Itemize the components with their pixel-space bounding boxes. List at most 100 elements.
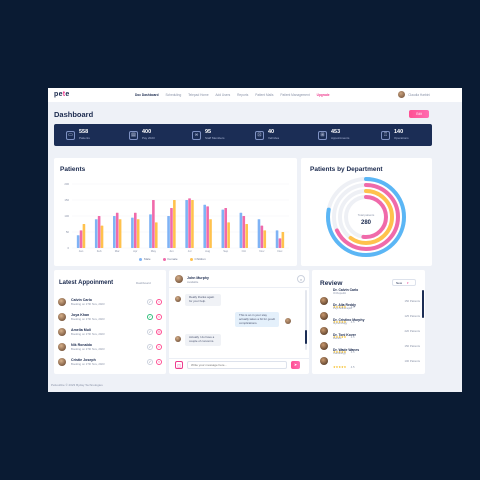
bar-children-jan[interactable]	[82, 224, 86, 248]
bar-female-dec[interactable]	[278, 238, 282, 248]
bar-male-apr[interactable]	[131, 217, 134, 248]
y-tick-label: 200	[64, 182, 69, 186]
ring-segment[interactable]	[332, 183, 400, 251]
close-icon[interactable]: ×	[156, 298, 162, 305]
bar-male-jan[interactable]	[76, 235, 80, 248]
bar-female-nov[interactable]	[260, 225, 264, 248]
bar-female-jan[interactable]	[79, 230, 83, 248]
message-avatar	[285, 318, 291, 324]
close-icon[interactable]: ×	[156, 358, 162, 365]
stat-patients[interactable]: ▭ 558 Patients	[54, 124, 117, 146]
close-icon[interactable]: ×	[156, 313, 162, 320]
ring-segment[interactable]	[338, 189, 394, 245]
user-menu[interactable]: Claudia Harbini	[398, 91, 430, 98]
close-icon[interactable]: ×	[156, 328, 162, 335]
chat-close-icon[interactable]: ×	[297, 275, 305, 283]
nav-item-patient-management[interactable]: Patient Management	[280, 93, 310, 97]
list-item[interactable]: Dr. Toni Kover Dentist ★★★★★ 4.5 150 Pat…	[320, 333, 420, 354]
stat-label: Vehicles	[268, 135, 280, 140]
check-icon[interactable]: ✓	[147, 298, 153, 305]
legend-children-swatch	[189, 257, 193, 261]
booking-date: Booking on 27th Nov, 2023	[71, 331, 105, 336]
stat-vehicles[interactable]: ⊡ 40 Vehicles	[243, 124, 306, 146]
doctor-name: Dr. Cristino Murphy	[333, 318, 365, 322]
review-filter-select[interactable]: New ▾	[392, 279, 416, 286]
list-item[interactable]: Joya Khan Booking on 27th Nov, 2023 ✓ ×	[58, 310, 162, 323]
legend-children[interactable]: Children	[189, 257, 206, 261]
list-item[interactable]: Nik Ronaldo Booking on 27th Nov, 2023 ✓ ×	[58, 340, 162, 353]
nav-item-add-users[interactable]: Add Users	[215, 93, 231, 97]
bar-female-jul[interactable]	[188, 198, 191, 248]
list-item[interactable]: Amelia Muli Booking on 27th Nov, 2023 ✓ ×	[58, 325, 162, 338]
bar-male-jun[interactable]	[167, 216, 170, 248]
bar-children-feb[interactable]	[100, 225, 104, 248]
stat-pay-2023[interactable]: ▤ 400 Pay 2023	[117, 124, 180, 146]
bar-male-may[interactable]	[149, 214, 152, 248]
doctor-specialty: Orthopedic	[333, 292, 347, 295]
bar-children-aug[interactable]	[209, 219, 212, 248]
bar-male-mar[interactable]	[113, 216, 116, 248]
review-card: Review New ▾ Dr. Calvin Carlo Orthopedic …	[312, 270, 425, 374]
stat-staff-members[interactable]: ∞ 95 Staff Members	[180, 124, 243, 146]
stat-appointments[interactable]: ⊞ 453 Appointments	[306, 124, 369, 146]
check-icon[interactable]: ✓	[147, 358, 153, 365]
nav-item-reports[interactable]: Reports	[237, 93, 249, 97]
bar-children-dec[interactable]	[281, 232, 285, 248]
bar-female-oct[interactable]	[242, 216, 246, 248]
bar-male-oct[interactable]	[239, 212, 243, 248]
close-icon[interactable]: ×	[156, 343, 162, 350]
list-item[interactable]: Dr. Alia Reddy Psychotherapist ★★★★★ 4.5…	[320, 303, 420, 324]
list-item[interactable]: Calvin Carlo Booking on 27th Nov, 2023 ✓…	[58, 295, 162, 308]
bar-male-sep[interactable]	[221, 209, 225, 248]
upgrade-link[interactable]: Upgrade	[316, 93, 330, 97]
bar-children-jul[interactable]	[191, 200, 194, 248]
bar-children-nov[interactable]	[263, 230, 267, 248]
bar-female-feb[interactable]	[97, 216, 101, 248]
legend-female[interactable]: Female	[162, 257, 178, 261]
bar-male-feb[interactable]	[94, 219, 98, 248]
nav-item-patient-mails[interactable]: Patient Mails	[255, 93, 274, 97]
ring-segment[interactable]	[326, 177, 406, 257]
bar-children-oct[interactable]	[245, 224, 248, 248]
stat-operations[interactable]: ♖ 140 Operations	[369, 124, 432, 146]
chat-card: John Murphy Available × Really thanks ag…	[169, 270, 309, 374]
check-icon[interactable]: ✓	[147, 343, 153, 350]
list-item[interactable]: Dr. Calvin Carlo Orthopedic ★★★★★ 4.5 15…	[320, 288, 420, 309]
bar-children-sep[interactable]	[227, 222, 230, 248]
bar-male-nov[interactable]	[257, 219, 261, 248]
nav-item-dashboard[interactable]: Doc Dashboard	[135, 93, 159, 97]
bar-female-aug[interactable]	[206, 206, 209, 248]
bar-children-jun[interactable]	[173, 200, 176, 248]
appointments-filter[interactable]: Dashboard	[136, 281, 151, 285]
send-button[interactable]: ➤	[291, 361, 300, 369]
check-icon[interactable]: ✓	[147, 313, 153, 320]
bar-female-mar[interactable]	[115, 212, 119, 248]
bar-children-mar[interactable]	[118, 219, 122, 248]
message-input[interactable]	[187, 361, 287, 369]
attach-icon[interactable]: ◫	[175, 361, 183, 369]
doctor-specialty: Dentist	[333, 337, 342, 340]
bar-female-sep[interactable]	[224, 208, 228, 248]
chat-divider	[169, 287, 309, 288]
edit-button[interactable]: Edit	[409, 110, 429, 118]
list-item[interactable]: Dr. Cristino Murphy Gynecology ★★★★★ 4.5…	[320, 318, 420, 339]
rating-score: 4.5	[350, 351, 355, 354]
nav-item-telepad[interactable]: Telepad Home	[188, 93, 209, 97]
review-scrollbar[interactable]	[422, 290, 424, 318]
chat-scrollbar[interactable]	[305, 290, 307, 350]
list-item[interactable]: Cristie Joseph Booking on 27th Nov, 2023…	[58, 355, 162, 368]
list-item[interactable]: Dr. Wade Wanes Cardiology ★★★★★ 4.5 100 …	[320, 348, 420, 369]
bar-male-dec[interactable]	[275, 230, 279, 248]
bar-male-aug[interactable]	[203, 204, 207, 248]
nav-item-scheduling[interactable]: Scheduling	[165, 93, 182, 97]
bar-male-jul[interactable]	[185, 200, 188, 248]
legend-male[interactable]: Male	[139, 257, 151, 261]
ring-segment[interactable]	[344, 195, 388, 239]
bar-female-jun[interactable]	[170, 208, 173, 248]
check-icon[interactable]: ✓	[147, 328, 153, 335]
bar-female-may[interactable]	[152, 200, 155, 248]
bar-children-may[interactable]	[154, 222, 158, 248]
bar-children-apr[interactable]	[136, 219, 140, 248]
brand-logo[interactable]: pete	[54, 91, 70, 98]
bar-female-apr[interactable]	[133, 212, 137, 248]
